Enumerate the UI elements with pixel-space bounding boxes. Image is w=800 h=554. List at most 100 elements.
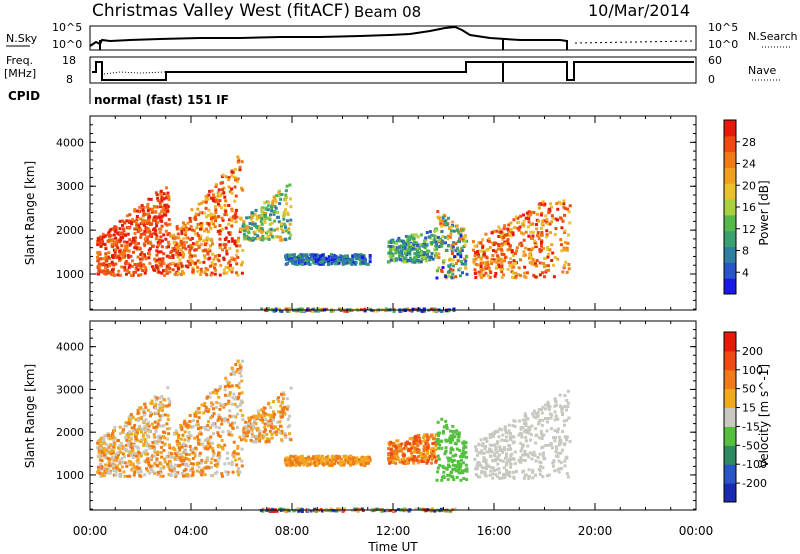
echo-cell [235, 405, 239, 409]
echo-cell [429, 255, 433, 259]
echo-cell [477, 255, 481, 259]
echo-cell [351, 462, 355, 466]
echo-cell [182, 451, 186, 455]
echo-cell [332, 460, 336, 464]
echo-cell [161, 405, 165, 409]
echo-cell [407, 238, 411, 242]
echo-cell [426, 452, 430, 456]
echo-cell [223, 462, 227, 466]
echo-cell [360, 257, 364, 261]
echo-cell [113, 253, 117, 257]
echo-cell [527, 217, 531, 221]
echo-cell [111, 253, 115, 257]
echo-cell [480, 449, 484, 453]
echo-cell [461, 455, 465, 459]
echo-cell [362, 257, 366, 261]
echo-cell [276, 427, 280, 431]
echo-cell [139, 405, 143, 409]
echo-cell [123, 448, 127, 452]
echo-cell [153, 439, 157, 443]
echo-cell [459, 478, 463, 482]
echo-cell [364, 456, 368, 460]
echo-cell [130, 446, 134, 450]
echo-cell [420, 454, 424, 458]
echo-cell [509, 257, 513, 261]
echo-cell [508, 264, 512, 268]
echo-cell [446, 456, 450, 460]
echo-cell [519, 456, 523, 460]
echo-cell [456, 259, 460, 263]
echo-cell [287, 307, 291, 311]
echo-cell [166, 191, 170, 195]
echo-cell [496, 440, 500, 444]
echo-cell [410, 456, 414, 460]
echo-cell [253, 212, 257, 216]
echo-cell [179, 437, 183, 441]
echo-cell [336, 457, 340, 461]
echo-cell [177, 236, 181, 240]
echo-cell [320, 460, 324, 464]
echo-cell [245, 224, 249, 228]
echo-cell [563, 442, 567, 446]
echo-cell [228, 246, 232, 250]
echo-cell [489, 469, 493, 473]
echo-cell [400, 249, 404, 253]
echo-cell [410, 436, 414, 440]
echo-cell [553, 233, 557, 237]
echo-cell [219, 206, 223, 210]
echo-cell [244, 236, 248, 240]
echo-cell [436, 454, 440, 458]
echo-cell [158, 403, 162, 407]
echo-cell [282, 217, 286, 221]
echo-cell [102, 261, 106, 265]
echo-cell [477, 475, 481, 479]
echo-cell [115, 459, 119, 463]
echo-cell [257, 224, 261, 228]
echo-cell [141, 419, 145, 423]
echo-cell [515, 246, 519, 250]
echo-cell [266, 413, 270, 417]
echo-cell [164, 213, 168, 217]
echo-cell [514, 276, 518, 280]
echo-cell [437, 216, 441, 220]
echo-cell [148, 261, 152, 265]
echo-cell [239, 186, 243, 190]
echo-cell [176, 244, 180, 248]
echo-cell [500, 249, 504, 253]
echo-cell [156, 241, 160, 245]
echo-cell [423, 447, 427, 451]
echo-cell [562, 199, 566, 203]
echo-cell [198, 236, 202, 240]
echo-cell [521, 426, 525, 430]
echo-cell [276, 420, 280, 424]
echo-cell [568, 204, 572, 208]
echo-cell [320, 253, 324, 257]
echo-cell [534, 427, 538, 431]
echo-cell [242, 433, 246, 437]
echo-cell [263, 201, 267, 205]
echo-cell [456, 246, 460, 250]
echo-cell [117, 255, 121, 259]
echo-cell [394, 450, 398, 454]
echo-cell [208, 244, 212, 248]
echo-cell [497, 225, 501, 229]
echo-cell [388, 248, 392, 252]
echo-cell [142, 205, 146, 209]
echo-cell [511, 275, 515, 279]
echo-cell [131, 466, 135, 470]
echo-cell [214, 463, 218, 467]
echo-cell [453, 255, 457, 259]
echo-cell [144, 266, 148, 270]
echo-cell [257, 412, 261, 416]
echo-cell [171, 447, 175, 451]
echo-cell [159, 205, 163, 209]
echo-cell [226, 429, 230, 433]
echo-cell [251, 435, 255, 439]
echo-cell [497, 435, 501, 439]
echo-cell [148, 446, 152, 450]
echo-cell [147, 460, 151, 464]
echo-cell [263, 414, 267, 418]
echo-cell [546, 222, 550, 226]
echo-cell [449, 246, 453, 250]
echo-cell [195, 435, 199, 439]
